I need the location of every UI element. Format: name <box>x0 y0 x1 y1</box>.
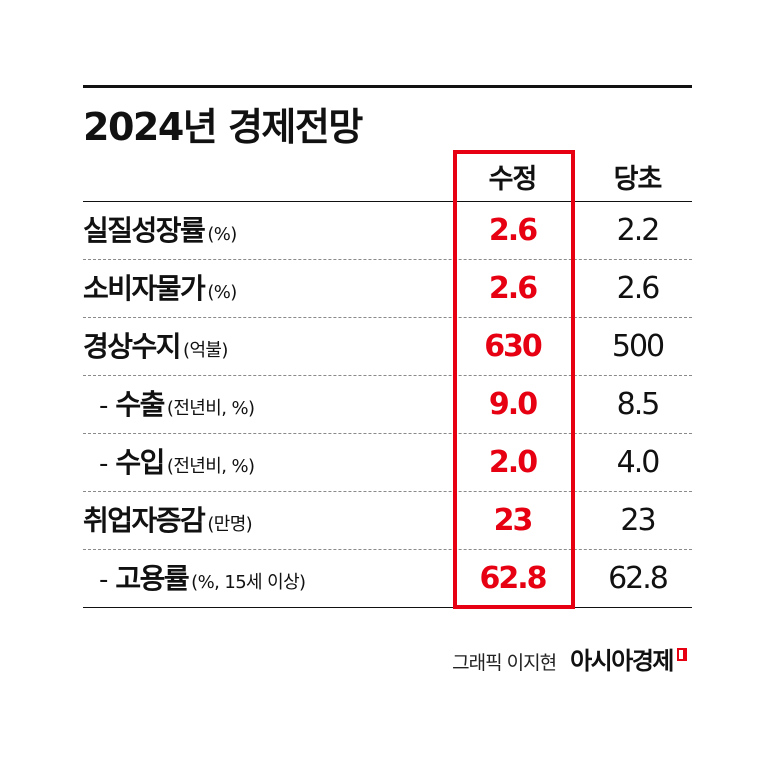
row-label: 경상수지 (억불) <box>83 318 228 376</box>
brand-mark-icon <box>677 648 687 661</box>
row-label-text: 소비자물가 <box>83 272 206 305</box>
revised-value: 62.8 <box>479 561 547 596</box>
original-value: 62.8 <box>608 561 669 596</box>
original-value: 2.6 <box>616 271 661 306</box>
row-label-text: 취업자증감 <box>83 504 206 537</box>
brand-logo: 아시아경제 <box>570 647 674 675</box>
row-label: 취업자증감 (만명) <box>83 492 253 550</box>
row-unit: (억불) <box>183 340 228 361</box>
header-rule <box>83 201 692 202</box>
row-unit: (만명) <box>207 514 253 535</box>
row-label: 실질성장률 (%) <box>83 202 237 260</box>
table-row: 소비자물가 (%) 2.6 2.6 <box>83 260 692 318</box>
revised-value: 2.6 <box>488 271 538 306</box>
revised-value: 630 <box>484 329 543 364</box>
column-header-revised: 수정 <box>488 164 538 195</box>
table-row: 경상수지 (억불) 630 500 <box>83 318 692 376</box>
bottom-rule <box>83 607 692 608</box>
sub-item-dash: - <box>99 449 109 479</box>
revised-highlight-box <box>453 150 575 609</box>
table-row: - 수입 (전년비, %) 2.0 4.0 <box>83 434 692 492</box>
row-label: - 고용률 (%, 15세 이상) <box>99 550 306 608</box>
credit-line: 그래픽 이지현 아시아경제 <box>452 641 687 681</box>
table-row: 실질성장률 (%) 2.6 2.2 <box>83 202 692 260</box>
table-row: 취업자증감 (만명) 23 23 <box>83 492 692 550</box>
row-label-text: 고용률 <box>115 562 189 595</box>
original-value: 23 <box>620 503 656 538</box>
original-value: 4.0 <box>616 445 661 480</box>
top-rule <box>83 85 692 88</box>
sub-item-dash: - <box>99 565 109 595</box>
row-label-text: 경상수지 <box>83 330 182 363</box>
row-label-text: 수출 <box>115 388 165 421</box>
row-label-text: 실질성장률 <box>83 214 206 247</box>
row-label: - 수입 (전년비, %) <box>99 434 255 492</box>
revised-value: 23 <box>493 503 534 538</box>
credit-text: 그래픽 이지현 <box>452 652 557 674</box>
row-unit: (전년비, %) <box>166 398 255 419</box>
row-unit: (전년비, %) <box>166 456 255 477</box>
row-label-text: 수입 <box>115 446 165 479</box>
table-row: - 수출 (전년비, %) 9.0 8.5 <box>83 376 692 434</box>
column-header-original: 당초 <box>613 164 663 195</box>
revised-value: 2.0 <box>488 445 538 480</box>
row-label: 소비자물가 (%) <box>83 260 237 318</box>
original-value: 500 <box>611 329 665 364</box>
revised-value: 2.6 <box>488 213 538 248</box>
chart-title: 2024년 경제전망 <box>83 105 363 149</box>
row-label: - 수출 (전년비, %) <box>99 376 255 434</box>
original-value: 8.5 <box>616 387 661 422</box>
revised-value: 9.0 <box>488 387 538 422</box>
row-unit: (%, 15세 이상) <box>191 572 306 593</box>
sub-item-dash: - <box>99 391 109 421</box>
original-value: 2.2 <box>616 213 661 248</box>
table-row: - 고용률 (%, 15세 이상) 62.8 62.8 <box>83 550 692 608</box>
row-unit: (%) <box>207 282 237 303</box>
row-unit: (%) <box>207 224 237 245</box>
